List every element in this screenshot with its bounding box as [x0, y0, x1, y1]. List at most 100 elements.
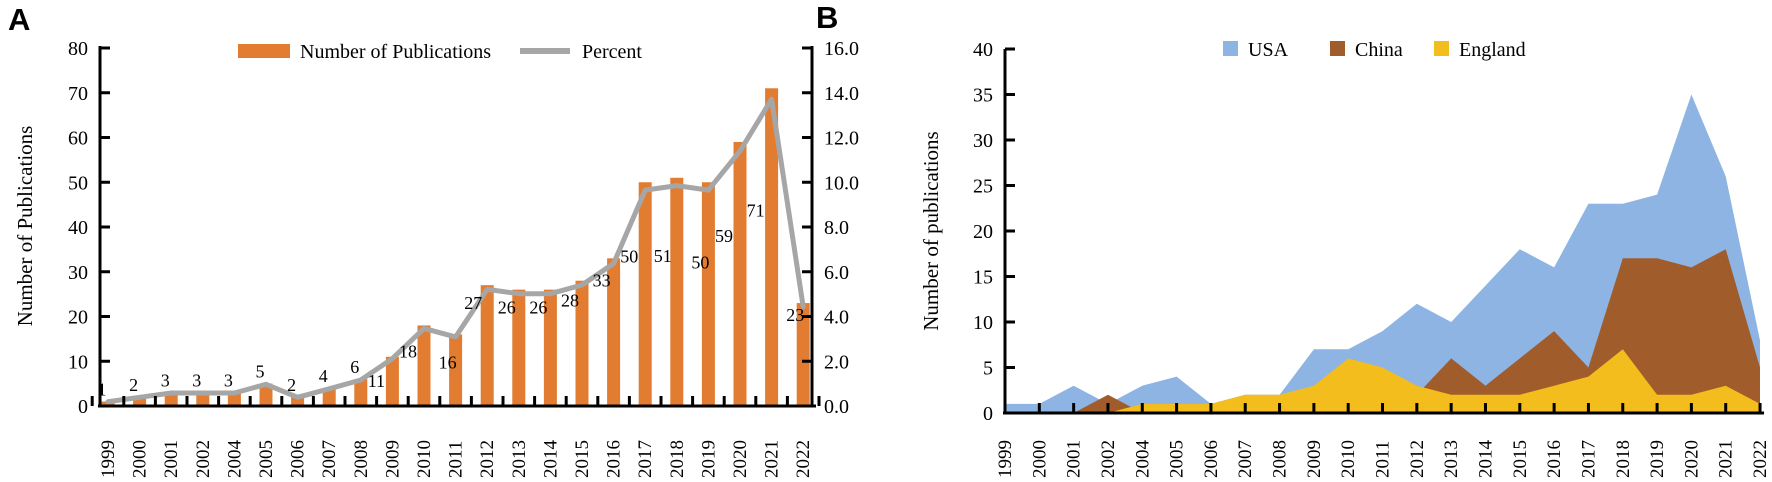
y-tick-label: 30: [68, 262, 88, 284]
x-tick-label: 2014: [1475, 440, 1496, 479]
x-tick-label: 2007: [319, 440, 340, 478]
bar: [796, 303, 810, 406]
y-tick-label: 50: [68, 172, 88, 194]
x-tick-label: 2006: [288, 440, 309, 478]
bar: [259, 383, 273, 406]
bar-value-label: 51: [654, 246, 672, 266]
panel-b-legend: USA China England: [1223, 39, 1526, 61]
y-tick-label: 60: [68, 128, 88, 150]
bar: [417, 325, 431, 406]
legend-percent-swatch: [520, 48, 570, 54]
area-england: [1005, 349, 1760, 413]
bar: [449, 334, 463, 406]
legend-percent-label: Percent: [582, 41, 642, 63]
legend-china-label: China: [1355, 39, 1403, 61]
legend-china-swatch: [1330, 41, 1345, 56]
bar-value-label: 59: [715, 226, 733, 246]
legend-publications-swatch: [238, 44, 290, 58]
bar-value-label: 11: [368, 371, 385, 391]
y-tick-label: 70: [68, 83, 88, 105]
x-tick-label: 2020: [1681, 440, 1702, 478]
bar: [133, 397, 147, 406]
bar: [385, 356, 399, 406]
y2-tick-label: 0.0: [824, 396, 849, 418]
bar-value-label: 27: [464, 293, 482, 313]
x-tick-label: 2004: [1132, 440, 1153, 479]
bar-value-label: 18: [399, 341, 417, 361]
bar-value-label: 6: [350, 357, 359, 377]
x-tick-label: 2011: [446, 441, 467, 478]
legend-england-label: England: [1459, 39, 1526, 61]
bar-value-label: 50: [691, 252, 709, 272]
bar-value-label: 26: [498, 298, 516, 318]
bar: [701, 182, 715, 406]
x-tick-label: 2005: [256, 440, 277, 478]
x-tick-label: 2012: [477, 440, 498, 478]
percent-line: [105, 96, 806, 405]
x-tick-label: 2001: [1064, 440, 1085, 478]
bar-value-label: 3: [161, 371, 170, 391]
bar: [196, 392, 210, 406]
bar: [607, 258, 621, 406]
x-tick-label: 2016: [604, 440, 625, 478]
x-tick-label: 2021: [762, 440, 783, 478]
x-tick-label: 2013: [509, 440, 530, 478]
x-tick-label: 2017: [1578, 440, 1599, 478]
y-tick-label: 30: [973, 130, 993, 152]
bar: [543, 289, 557, 406]
x-tick-label: 2001: [161, 440, 182, 478]
area-usa: [1005, 94, 1760, 413]
x-tick-label: 2019: [1647, 440, 1668, 478]
bar-value-label: 2: [287, 375, 296, 395]
x-tick-label: 2007: [1235, 440, 1256, 478]
x-tick-label: 2012: [1407, 440, 1428, 478]
x-tick-label: 2009: [382, 440, 403, 478]
x-tick-label: 2011: [1373, 441, 1394, 478]
legend-publications-label: Number of Publications: [300, 41, 491, 63]
x-tick-label: 2018: [667, 440, 688, 478]
x-tick-label: 2009: [1304, 440, 1325, 478]
x-tick-label: 2014: [540, 440, 561, 479]
x-tick-label: 2016: [1544, 440, 1565, 478]
y2-tick-label: 6.0: [824, 262, 849, 284]
x-tick-label: 2000: [1029, 440, 1050, 478]
bar-value-label: 1: [98, 380, 107, 400]
panel-b: 0 5 10 15 20 25 30 35 40 1999 2000 2001 2002 2004 2005…: [919, 39, 1771, 478]
y-tick-label: 10: [68, 351, 88, 373]
bar: [512, 289, 526, 406]
bar-value-label: 4: [319, 366, 328, 386]
bar: [765, 88, 779, 407]
bar: [354, 379, 368, 406]
panel-b-letter: B: [816, 0, 839, 35]
x-tick-label: 2005: [1167, 440, 1188, 478]
y-tick-label: 40: [68, 217, 88, 239]
x-tick-label: 2010: [414, 440, 435, 478]
y2-tick-label: 14.0: [824, 83, 859, 105]
y2-tick-label: 12.0: [824, 128, 859, 150]
x-tick-label: 2021: [1716, 440, 1737, 478]
x-tick-label: 2010: [1338, 440, 1359, 478]
x-tick-label: 2000: [130, 440, 151, 478]
bar-value-label: 71: [747, 200, 765, 220]
bar: [733, 141, 747, 406]
bar-value-label: 3: [224, 371, 233, 391]
x-tick-label: 1999: [98, 440, 119, 478]
y-tick-label: 20: [68, 307, 88, 329]
x-tick-label: 2013: [1441, 440, 1462, 478]
bar-value-label: 26: [529, 298, 547, 318]
y-tick-label: 5: [983, 358, 993, 380]
bar-value-label: 2: [129, 375, 138, 395]
bar: [670, 177, 684, 406]
x-tick-label: 2008: [1270, 440, 1291, 478]
y-tick-label: 0: [78, 396, 88, 418]
y2-tick-label: 10.0: [824, 172, 859, 194]
y-tick-label: 15: [973, 267, 993, 289]
bar: [575, 280, 589, 406]
panel-a-y-axis-title: Number of Publications: [13, 126, 37, 327]
bar-value-label: 33: [593, 270, 611, 290]
x-tick-label: 2017: [635, 440, 656, 478]
y2-tick-label: 16.0: [824, 38, 859, 60]
bar-value-label: 5: [256, 362, 265, 382]
